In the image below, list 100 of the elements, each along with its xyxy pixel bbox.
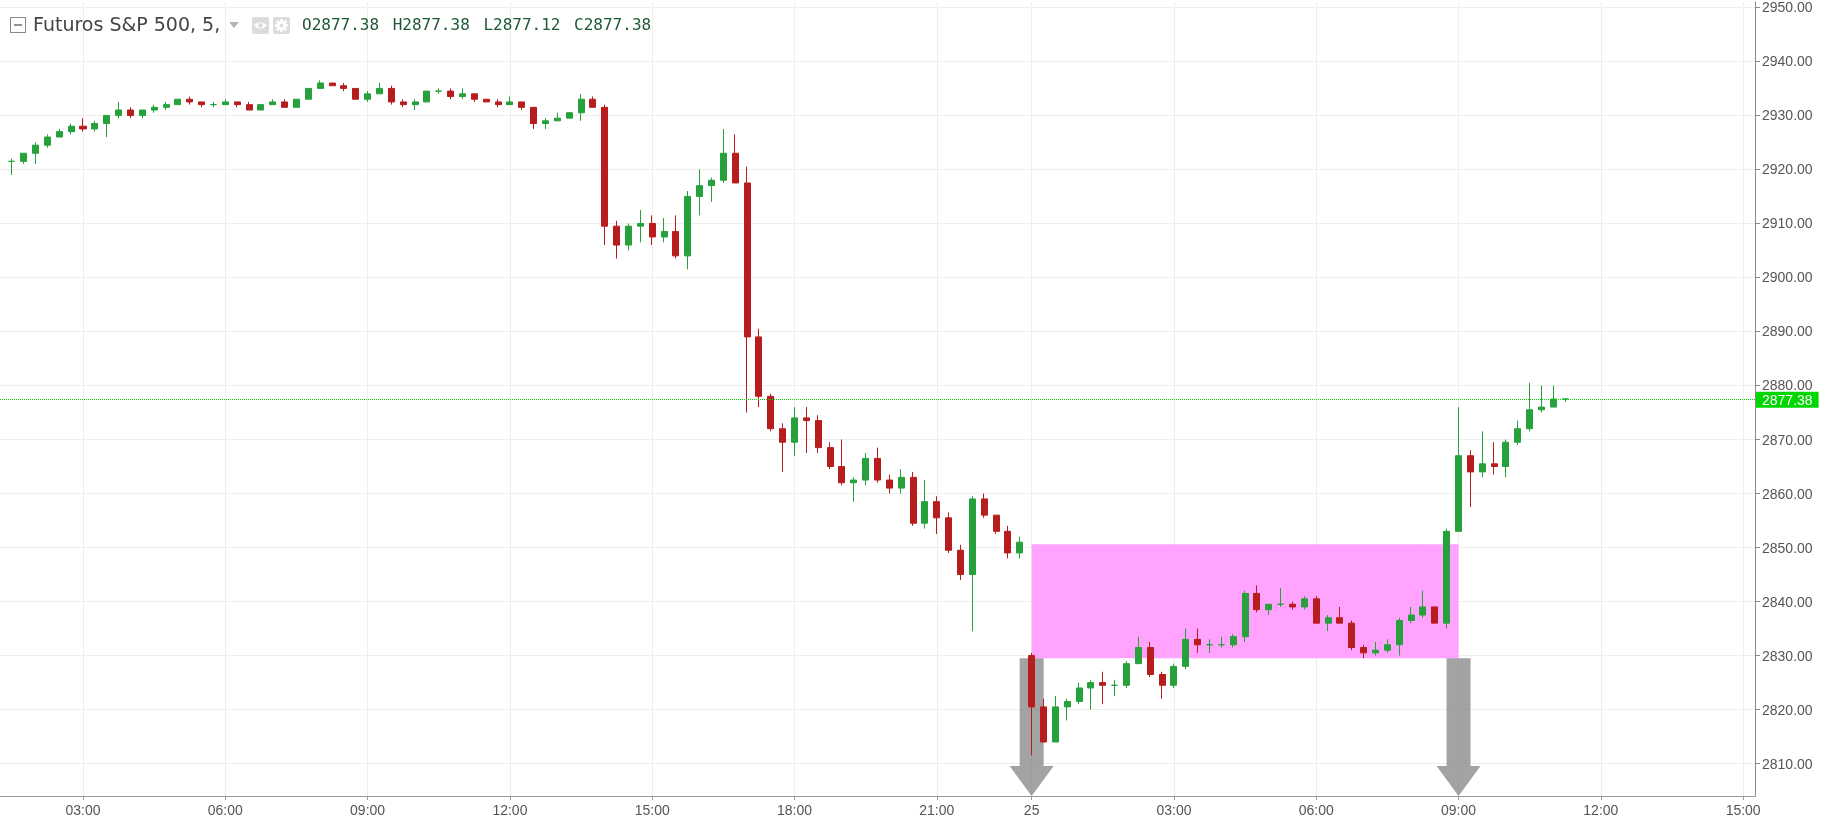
candlestick — [1230, 633, 1237, 648]
candlestick — [613, 220, 620, 260]
candlestick — [1443, 528, 1450, 630]
candlestick — [91, 120, 98, 133]
candlestick — [649, 214, 656, 246]
candlestick — [815, 414, 822, 454]
x-tick-label: 06:00 — [207, 802, 244, 818]
candlestick — [767, 393, 774, 432]
candlestick — [1408, 606, 1415, 624]
candlestick — [506, 96, 513, 106]
y-tick-label: 2950.00 — [1762, 0, 1813, 16]
candlestick — [1384, 638, 1391, 654]
candlestick — [1016, 536, 1023, 559]
candlestick — [827, 441, 834, 470]
candlestick — [32, 141, 39, 165]
candlestick — [127, 106, 134, 119]
y-tick-label: 2890.00 — [1762, 323, 1813, 340]
x-tick-label: 15:00 — [1725, 802, 1761, 818]
candlestick — [257, 104, 264, 111]
candlestick — [744, 166, 751, 413]
candlestick — [530, 106, 537, 130]
text: O2877.38 H2877.38 L2877.12 C2877.38 — [302, 14, 652, 36]
candlestick — [1159, 671, 1166, 700]
candlestick — [400, 98, 407, 108]
candlestick — [447, 87, 454, 100]
candlestick — [305, 87, 312, 100]
candlestick — [993, 514, 1000, 535]
candlestick — [1123, 660, 1130, 689]
candlestick — [1194, 628, 1201, 654]
candlestick — [234, 101, 241, 108]
y-tick-label: 2940.00 — [1762, 53, 1813, 70]
candlestick — [388, 85, 395, 106]
candlestick — [945, 511, 952, 554]
candlestick — [672, 214, 679, 260]
candlestick — [1502, 439, 1509, 478]
candlestick — [376, 82, 383, 95]
candlestick — [601, 104, 608, 246]
candlestick — [637, 209, 644, 243]
y-tick-label: 2850.00 — [1762, 539, 1813, 556]
candlestick — [1028, 652, 1035, 756]
x-tick-label: 25 — [1023, 802, 1040, 818]
candlestick — [850, 476, 857, 503]
candlestick — [874, 447, 881, 484]
y-tick-label: 2820.00 — [1762, 701, 1813, 718]
x-tick-label: 12:00 — [1583, 802, 1619, 818]
candlestick — [1206, 638, 1213, 654]
candlestick — [542, 117, 549, 130]
x-tick-label: 09:00 — [1441, 802, 1477, 818]
candlestick — [910, 471, 917, 527]
x-tick-label: 09:00 — [350, 802, 386, 818]
candlestick — [755, 328, 762, 408]
candlestick — [8, 158, 15, 176]
candlestick — [293, 98, 300, 108]
candlestick — [696, 168, 703, 216]
candlestick — [1076, 682, 1083, 705]
candlestick — [471, 93, 478, 103]
candlestick — [483, 98, 490, 103]
candlestick — [1301, 595, 1308, 611]
candlestick — [1135, 636, 1142, 665]
candlestick — [779, 422, 786, 473]
candlestick — [163, 101, 170, 111]
candlestick — [554, 112, 561, 122]
candlestick — [720, 128, 727, 184]
candlestick — [329, 82, 336, 87]
candlestick — [246, 101, 253, 111]
candlestick — [435, 87, 442, 95]
x-tick-label: 15:00 — [634, 802, 670, 818]
x-tick-label: 18:00 — [776, 802, 813, 818]
y-tick-label: 2840.00 — [1762, 593, 1813, 610]
candlestick — [838, 439, 845, 486]
candlestick — [269, 98, 276, 106]
y-tick-label: 2860.00 — [1762, 485, 1813, 502]
candlestick — [589, 96, 596, 108]
candlestick — [340, 82, 347, 92]
candlestick — [459, 87, 466, 100]
candlestick — [708, 177, 715, 203]
candlestick — [222, 98, 229, 106]
candlestick — [898, 468, 905, 495]
candlestick — [103, 114, 110, 138]
candlestick — [1170, 663, 1177, 689]
candlestick — [862, 452, 869, 486]
candlestick — [139, 109, 146, 119]
candlestick — [1218, 636, 1225, 648]
candlestick — [1467, 449, 1474, 508]
candlestick — [732, 133, 739, 184]
candlestick — [68, 123, 75, 135]
y-tick-label: 2930.00 — [1762, 107, 1813, 124]
candlestick — [1491, 441, 1498, 476]
x-tick-label: 21:00 — [919, 802, 955, 818]
candlestick — [1313, 595, 1320, 624]
candlestick — [1396, 617, 1403, 657]
candlestick — [566, 112, 573, 119]
x-tick-label: 03:00 — [1156, 802, 1192, 818]
candlestick — [495, 98, 502, 108]
candlestick — [198, 101, 205, 108]
candlestick — [1099, 671, 1106, 705]
text: Futuros S&P 500, 5, — [33, 12, 221, 36]
candlestick — [1348, 619, 1355, 651]
candlestick — [1336, 606, 1343, 624]
candlestick — [1479, 430, 1486, 478]
